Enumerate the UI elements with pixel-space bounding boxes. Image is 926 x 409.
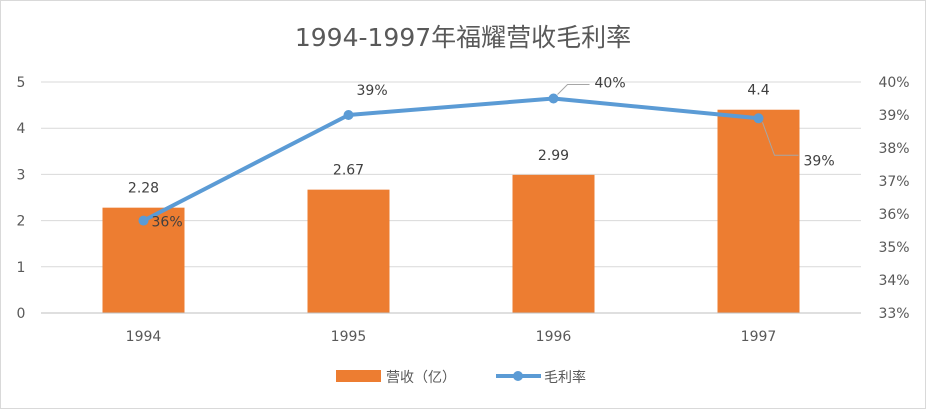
bar-data-label: 2.28 (128, 181, 159, 197)
right-axis-tick-label: 37% (878, 174, 909, 190)
right-axis-tick-label: 39% (878, 108, 909, 124)
bar-data-label: 4.4 (747, 83, 769, 99)
left-axis-tick-label: 5 (17, 75, 26, 91)
x-axis-tick-label: 1996 (536, 329, 572, 345)
line-point-margin-1995 (343, 110, 354, 120)
right-axis-tick-label: 36% (878, 207, 909, 223)
chart-title: 1994-1997年福耀营收毛利率 (295, 23, 631, 52)
left-axis-tick-label: 3 (17, 167, 26, 183)
data-label-leader-line (762, 122, 799, 156)
right-axis-tick-label: 33% (878, 306, 909, 322)
data-label-leader-line (557, 84, 590, 95)
legend: 营收（亿） 毛利率 (336, 369, 586, 386)
line-point-margin-1994 (138, 215, 149, 226)
left-axis-tick-label: 2 (17, 214, 26, 230)
bar-data-label: 2.67 (333, 163, 364, 179)
line-data-label: 39% (804, 153, 835, 169)
right-axis-tick-label: 34% (878, 273, 909, 289)
bar-revenue-1996 (512, 174, 595, 313)
legend-swatch-revenue (336, 370, 381, 382)
bar-revenue-1995 (307, 189, 390, 313)
line-data-label: 36% (152, 215, 183, 231)
left-axis-tick-label: 1 (17, 260, 26, 276)
line-data-label: 39% (357, 83, 388, 99)
x-axis-tick-label: 1997 (741, 329, 777, 345)
x-axis-tick-label: 1994 (126, 329, 162, 345)
left-axis-tick-label: 4 (17, 121, 26, 137)
line-point-margin-1997 (753, 113, 764, 124)
legend-marker-margin (513, 371, 523, 381)
right-axis-tick-label: 40% (878, 75, 909, 91)
legend-label-revenue: 营收（亿） (386, 370, 456, 386)
bar-revenue-1997 (717, 109, 800, 313)
bar-data-label: 2.99 (538, 148, 569, 164)
data-labels: 2.28 2.67 2.99 4.4 36% 39% 40% 39% (128, 76, 835, 231)
line-margin-path (141, 96, 761, 223)
right-axis-tick-label: 35% (878, 240, 909, 256)
line-series (138, 93, 764, 226)
right-axis-tick-label: 38% (878, 141, 909, 157)
legend-label-margin: 毛利率 (544, 369, 586, 386)
line-point-margin-1996 (548, 93, 559, 104)
axes: 0 1 2 3 4 5 33% 34% 35% 36% 37% 38% 39% 40% 1994 1995 19… (17, 75, 910, 345)
line-data-label: 40% (595, 76, 626, 92)
left-axis-tick-label: 0 (17, 306, 26, 322)
x-axis-tick-label: 1995 (331, 329, 367, 345)
bar-series (102, 109, 800, 313)
